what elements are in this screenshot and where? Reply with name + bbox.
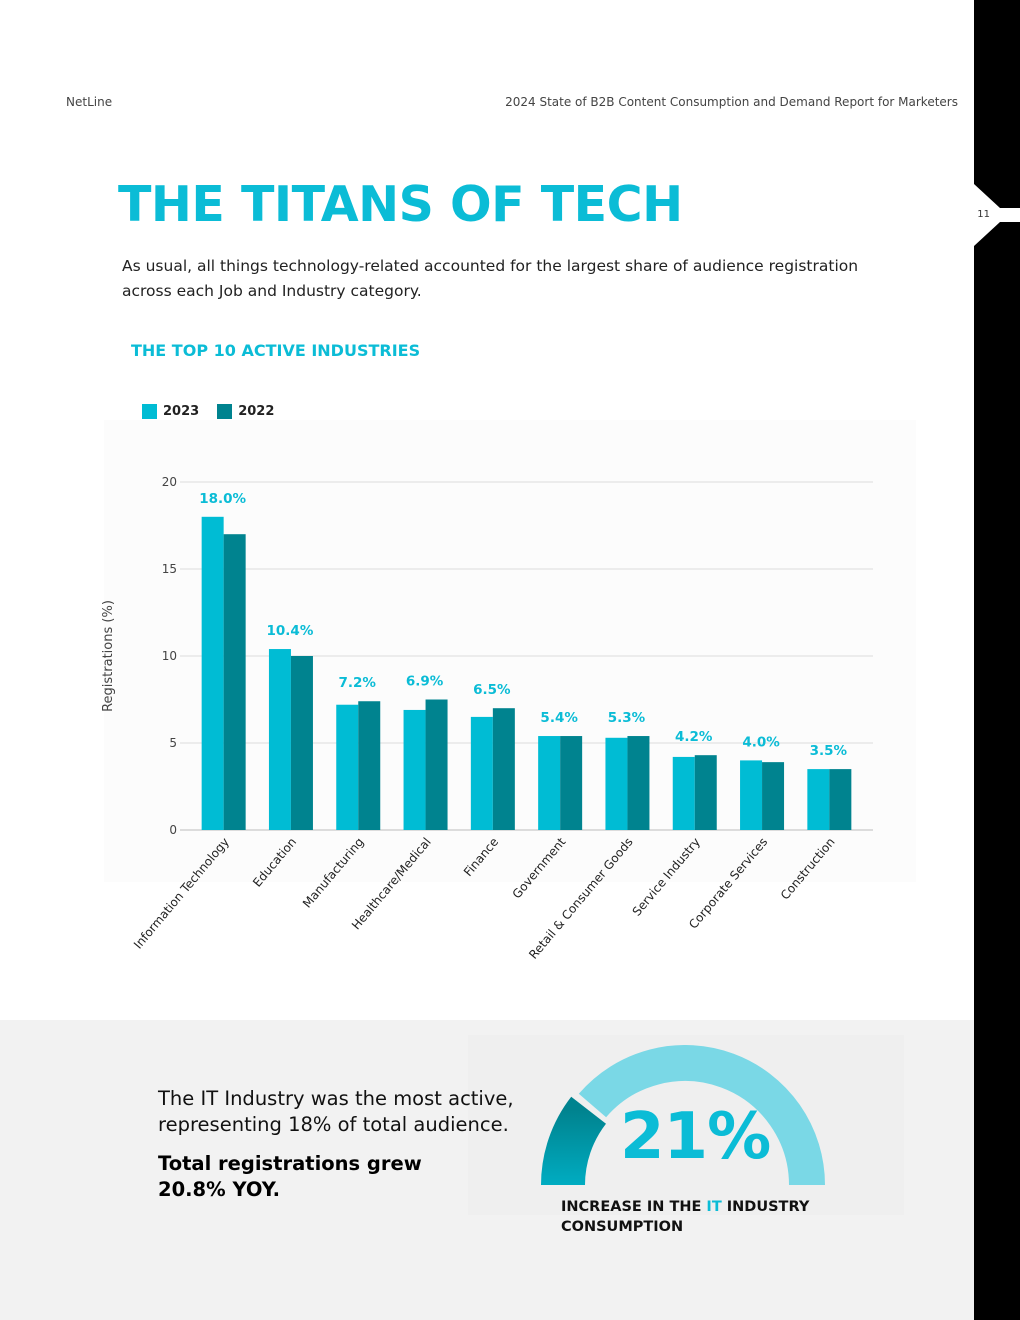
stat-bold-text: Total registrations grew 20.8% YOY. (158, 1152, 422, 1201)
bar-2022-8 (762, 762, 785, 830)
bar-2022-4 (492, 708, 515, 830)
gauge-track (578, 1045, 825, 1186)
x-tick-label: Corporate Services (686, 835, 770, 932)
bar-2023-6 (605, 737, 628, 830)
data-label: 4.2% (675, 729, 713, 745)
y-tick-label: 10 (162, 649, 177, 663)
bar-2022-0 (223, 534, 246, 830)
gauge-fill (541, 1096, 607, 1186)
bar-2023-1 (268, 649, 291, 830)
x-tick-label: Information Technology (131, 835, 232, 952)
bar-2023-5 (538, 736, 561, 830)
data-label: 5.3% (608, 710, 646, 726)
legend-label-2023: 2023 (163, 404, 200, 419)
bar-2023-8 (740, 760, 763, 830)
intro-text: As usual, all things technology-related … (122, 257, 859, 300)
bar-2023-9 (807, 769, 830, 830)
x-tick-label: Construction (778, 835, 838, 903)
x-tick-label: Service Industry (630, 835, 703, 919)
data-label: 6.9% (406, 674, 444, 690)
y-tick-label: 0 (169, 823, 177, 837)
chart-title: THE TOP 10 ACTIVE INDUSTRIES (131, 341, 421, 360)
page-tab (974, 184, 1020, 246)
gauge-caption-highlight: IT (706, 1199, 722, 1215)
bar-2023-2 (336, 704, 359, 830)
legend-item-2022: 2022 (217, 404, 274, 419)
gauge-caption: INCREASE IN THE IT INDUSTRY CONSUMPTION (561, 1197, 861, 1237)
bar-2022-1 (290, 656, 313, 830)
data-label: 7.2% (339, 675, 377, 691)
legend-swatch-2022 (217, 404, 233, 419)
data-label: 10.4% (267, 623, 314, 639)
x-tick-label: Government (510, 835, 569, 902)
gauge-value: 21% (620, 1100, 771, 1174)
y-tick-label: 20 (162, 475, 177, 489)
x-tick-label: Finance (461, 835, 501, 879)
legend-label-2022: 2022 (238, 404, 275, 419)
bar-2022-6 (627, 736, 650, 830)
bar-2023-3 (403, 709, 426, 830)
data-label: 4.0% (742, 734, 780, 750)
bar-2022-2 (358, 701, 381, 830)
y-axis-label: Registrations (%) (101, 600, 116, 712)
legend-swatch-2023 (142, 404, 157, 419)
y-tick-label: 5 (169, 736, 177, 750)
bar-2022-9 (829, 769, 852, 830)
data-label: 3.5% (810, 743, 848, 759)
gauge-chart (541, 1045, 825, 1186)
bar-2022-7 (694, 755, 717, 830)
x-tick-label: Education (250, 835, 299, 890)
gauge-caption-pre: INCREASE IN THE (561, 1199, 707, 1215)
bar-2022-5 (560, 736, 583, 830)
bar-2023-0 (201, 516, 224, 830)
chart-legend: 2023 2022 (142, 404, 274, 419)
data-label: 6.5% (473, 682, 511, 698)
legend-item-2023: 2023 (142, 404, 199, 419)
gauge-caption-post: INDUSTRY CONSUMPTION (561, 1199, 810, 1235)
page-number: 11 (977, 209, 990, 220)
bar-chart: 0 5 10 15 20 Registrations (%) 18.0% Informatio… (101, 475, 873, 962)
data-label: 18.0% (199, 491, 246, 507)
bar-2023-4 (470, 716, 493, 830)
y-tick-label: 15 (162, 562, 177, 576)
brand-name: NetLine (66, 95, 113, 109)
data-label: 5.4% (540, 710, 578, 726)
bar-2022-3 (425, 699, 448, 830)
report-title: 2024 State of B2B Content Consumption an… (505, 95, 958, 109)
stat-text: The IT Industry was the most active, rep… (158, 1087, 514, 1136)
x-tick-label: Manufacturing (300, 835, 367, 911)
page-title: THE TITANS OF TECH (118, 176, 683, 233)
bar-2023-7 (672, 756, 695, 830)
